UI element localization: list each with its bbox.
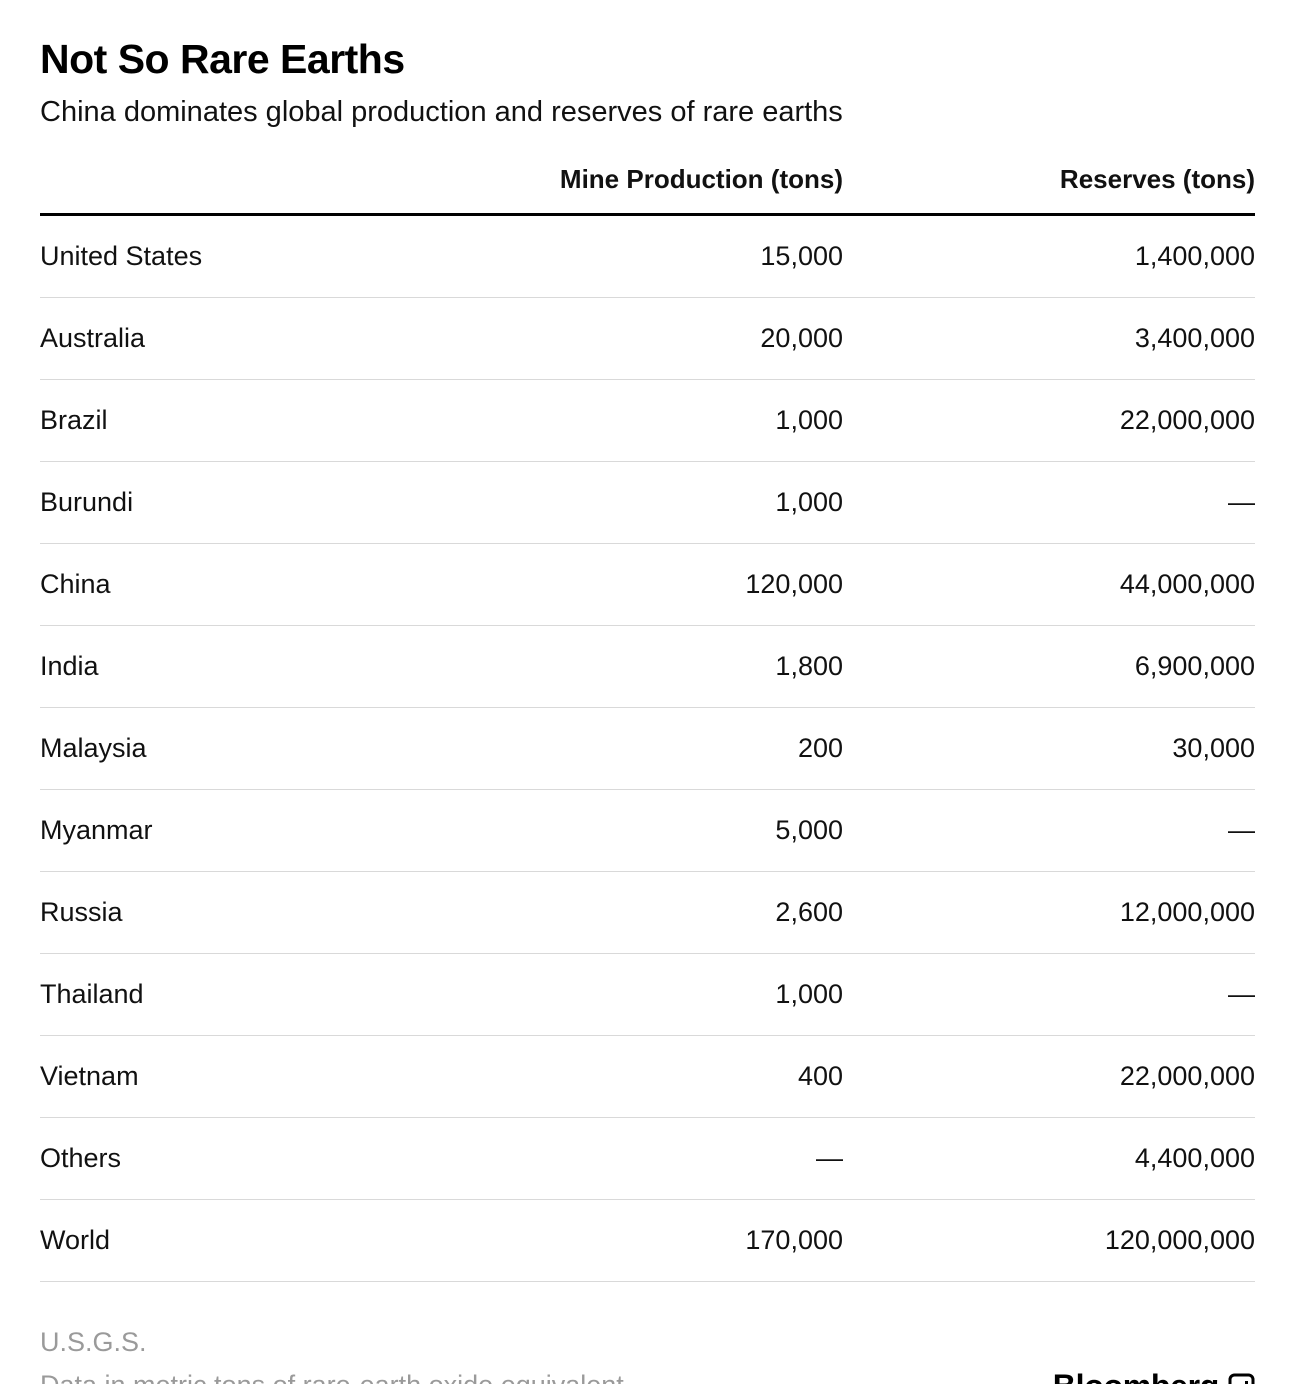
reserves-cell: 1,400,000 (843, 214, 1255, 298)
production-cell: 2,600 (470, 871, 843, 954)
table-row: Vietnam 400 22,000,000 (40, 1035, 1255, 1118)
table-row: Thailand 1,000 — (40, 953, 1255, 1036)
country-cell: World (40, 1199, 470, 1282)
table-row: Malaysia 200 30,000 (40, 707, 1255, 790)
production-cell: 20,000 (470, 297, 843, 380)
reserves-cell: 44,000,000 (843, 543, 1255, 626)
country-cell: Burundi (40, 461, 470, 544)
table-row: Brazil 1,000 22,000,000 (40, 379, 1255, 462)
reserves-cell: 12,000,000 (843, 871, 1255, 954)
country-cell: Myanmar (40, 789, 470, 872)
subtitle: China dominates global production and re… (40, 96, 843, 129)
production-cell: 1,800 (470, 625, 843, 708)
rare-earths-table: Mine Production (tons) Reserves (tons) U… (40, 163, 1255, 1282)
source-label: U.S.G.S. (40, 1326, 147, 1357)
production-cell: 1,000 (470, 953, 843, 1036)
country-column-header (40, 163, 470, 216)
country-cell: Australia (40, 297, 470, 380)
country-cell: Thailand (40, 953, 470, 1036)
table-row: China 120,000 44,000,000 (40, 543, 1255, 626)
table-body: United States 15,000 1,400,000 Australia… (40, 214, 1255, 1282)
production-cell: 400 (470, 1035, 843, 1118)
production-column-header: Mine Production (tons) (470, 163, 843, 216)
bloomberg-wordmark: Bloomberg (1053, 1368, 1220, 1384)
production-cell: 120,000 (470, 543, 843, 626)
country-cell: Brazil (40, 379, 470, 462)
production-cell: 15,000 (470, 214, 843, 298)
reserves-cell: — (843, 789, 1255, 872)
table-row: Others — 4,400,000 (40, 1117, 1255, 1200)
table-row: Australia 20,000 3,400,000 (40, 297, 1255, 380)
production-cell: 1,000 (470, 379, 843, 462)
production-cell: 5,000 (470, 789, 843, 872)
data-note: Data in metric tons of rare-earth oxide … (40, 1369, 624, 1384)
table-row: India 1,800 6,900,000 (40, 625, 1255, 708)
production-cell: 170,000 (470, 1199, 843, 1282)
country-cell: Russia (40, 871, 470, 954)
reserves-cell: 3,400,000 (843, 297, 1255, 380)
reserves-cell: — (843, 953, 1255, 1036)
bloomberg-logo: Bloomberg (1053, 1368, 1255, 1384)
table-row: Burundi 1,000 — (40, 461, 1255, 544)
chart-footer: U.S.G.S. Data in metric tons of rare-ear… (40, 1326, 1255, 1384)
table-row: Myanmar 5,000 — (40, 789, 1255, 872)
country-cell: India (40, 625, 470, 708)
table-row: Russia 2,600 12,000,000 (40, 871, 1255, 954)
country-cell: Vietnam (40, 1035, 470, 1118)
country-cell: China (40, 543, 470, 626)
country-cell: United States (40, 214, 470, 298)
reserves-cell: 22,000,000 (843, 379, 1255, 462)
page-title: Not So Rare Earths (40, 36, 405, 82)
bloomberg-chart-icon (1228, 1373, 1255, 1384)
production-cell: 200 (470, 707, 843, 790)
reserves-cell: 4,400,000 (843, 1117, 1255, 1200)
production-cell: 1,000 (470, 461, 843, 544)
reserves-cell: 120,000,000 (843, 1199, 1255, 1282)
table-row: United States 15,000 1,400,000 (40, 214, 1255, 298)
country-cell: Malaysia (40, 707, 470, 790)
header-row: Mine Production (tons) Reserves (tons) (40, 163, 1255, 216)
reserves-cell: 30,000 (843, 707, 1255, 790)
reserves-cell: 6,900,000 (843, 625, 1255, 708)
reserves-cell: 22,000,000 (843, 1035, 1255, 1118)
reserves-column-header: Reserves (tons) (843, 163, 1255, 216)
reserves-cell: — (843, 461, 1255, 544)
country-cell: Others (40, 1117, 470, 1200)
production-cell: — (470, 1117, 843, 1200)
table-row: World 170,000 120,000,000 (40, 1199, 1255, 1282)
